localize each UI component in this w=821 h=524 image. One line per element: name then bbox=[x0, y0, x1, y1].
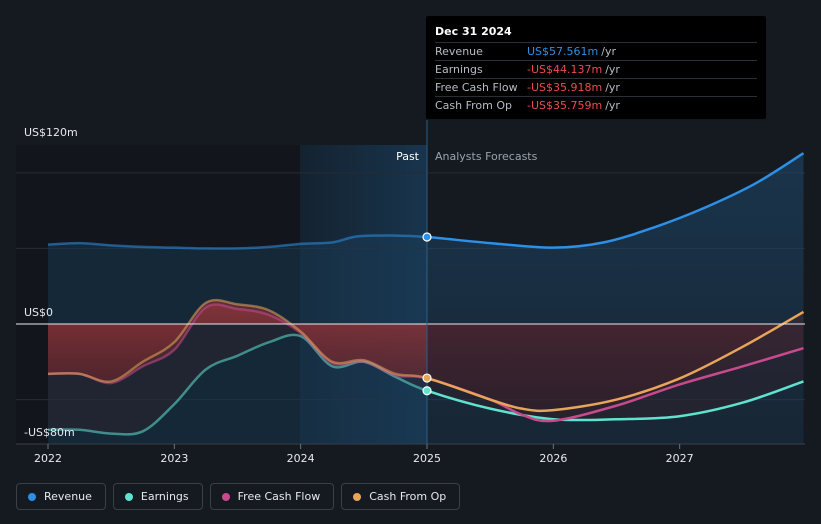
x-tick-label: 2025 bbox=[413, 452, 441, 465]
x-tick-label: 2022 bbox=[34, 452, 62, 465]
free-cash-flow-line bbox=[427, 346, 804, 423]
y-label-bottom: -US$80m bbox=[24, 426, 75, 439]
tooltip-unit: /yr bbox=[601, 45, 616, 58]
x-tick-label: 2024 bbox=[287, 452, 315, 465]
chart-legend: Revenue Earnings Free Cash Flow Cash Fro… bbox=[16, 483, 461, 510]
legend-label: Revenue bbox=[44, 490, 92, 503]
past-highlight-band bbox=[300, 145, 427, 444]
tooltip-row-free-cash-flow: Free Cash Flow -US$35.918m /yr bbox=[435, 78, 757, 96]
tooltip-value: -US$44.137m bbox=[527, 63, 603, 76]
cash-from-op-marker bbox=[422, 373, 432, 383]
tooltip-value: US$57.561m bbox=[527, 45, 599, 58]
tooltip-row-cash-from-op: Cash From Op -US$35.759m /yr bbox=[435, 96, 757, 114]
revenue-dot-icon bbox=[28, 492, 36, 501]
tooltip-label: Cash From Op bbox=[435, 99, 513, 112]
revenue-marker bbox=[422, 232, 432, 242]
tooltip-row-earnings: Earnings -US$44.137m /yr bbox=[435, 60, 757, 78]
tooltip-date: Dec 31 2024 bbox=[435, 25, 512, 38]
tooltip-unit: /yr bbox=[605, 99, 620, 112]
series-areas bbox=[48, 153, 804, 444]
revenue-line bbox=[427, 152, 805, 249]
free-cash-flow-line-past bbox=[47, 303, 427, 385]
past-label: Past bbox=[396, 150, 420, 163]
earnings-line-past bbox=[47, 333, 427, 436]
data-tooltip: Dec 31 2024 Revenue US$57.561m /yr Earni… bbox=[426, 16, 766, 119]
x-tick-label: 2026 bbox=[539, 452, 567, 465]
earnings-dot-icon bbox=[124, 492, 133, 501]
earnings-line bbox=[427, 380, 804, 422]
tooltip-unit: /yr bbox=[605, 81, 620, 94]
tooltip-label: Earnings bbox=[435, 63, 483, 76]
legend-label: Free Cash Flow bbox=[237, 490, 321, 503]
cash-from-op-dot-icon bbox=[353, 492, 362, 501]
y-label-zero: US$0 bbox=[24, 306, 53, 319]
forecast-label: Analysts Forecasts bbox=[435, 150, 538, 163]
legend-label: Cash From Op bbox=[369, 490, 447, 503]
legend-item-cash-from-op[interactable]: Cash From Op bbox=[341, 483, 461, 510]
legend-item-revenue[interactable]: Revenue bbox=[16, 483, 106, 510]
tooltip-value: -US$35.918m bbox=[527, 81, 603, 94]
x-tick-label: 2027 bbox=[666, 452, 694, 465]
series-lines bbox=[47, 152, 805, 436]
tooltip-row-revenue: Revenue US$57.561m /yr bbox=[435, 42, 757, 60]
cash-from-op-line-past bbox=[47, 298, 427, 383]
earnings-marker bbox=[422, 386, 432, 396]
cashflow-area-future bbox=[427, 311, 804, 411]
tooltip-unit: /yr bbox=[605, 63, 620, 76]
free-cash-flow-dot-icon bbox=[221, 492, 230, 501]
x-tick-label: 2023 bbox=[160, 452, 188, 465]
legend-label: Earnings bbox=[140, 490, 189, 503]
revenue-line-past bbox=[47, 234, 427, 250]
cash-from-op-line bbox=[427, 310, 805, 413]
tooltip-value: -US$35.759m bbox=[527, 99, 603, 112]
revenue-area-past bbox=[48, 235, 427, 444]
legend-item-free-cash-flow[interactable]: Free Cash Flow bbox=[209, 483, 335, 510]
highlight-markers bbox=[422, 232, 432, 396]
tooltip-label: Revenue bbox=[435, 45, 483, 58]
x-axis-ticks: 2022 2023 2024 2025 2026 2027 bbox=[34, 444, 694, 465]
tooltip-label: Free Cash Flow bbox=[435, 81, 518, 94]
legend-item-earnings[interactable]: Earnings bbox=[112, 483, 203, 510]
y-label-top: US$120m bbox=[24, 126, 78, 139]
